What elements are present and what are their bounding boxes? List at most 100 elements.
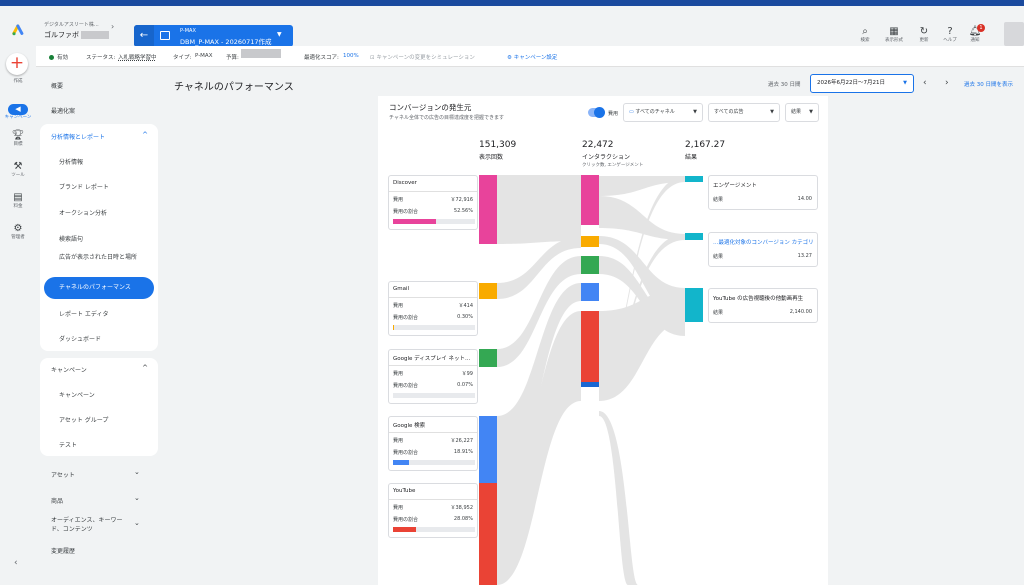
impressions-node [479, 483, 497, 585]
nav-search-terms[interactable]: 検索語句 [59, 236, 84, 243]
google-ads-logo[interactable] [12, 23, 26, 37]
view-button[interactable]: ▦ 表示形式 [881, 26, 907, 43]
prev-period-button[interactable]: ‹ [923, 78, 927, 88]
tools-icon: ⚒ [13, 161, 23, 172]
nav-channel-performance[interactable]: チャネルのパフォーマンス [44, 277, 154, 299]
bell-icon: 🔔︎ [968, 26, 982, 37]
nav-products[interactable]: 商品 [51, 498, 64, 505]
account-name[interactable]: ゴルファボ [44, 30, 109, 40]
campaign-name: DBM_P-MAX - 20260717作成 [180, 38, 272, 46]
share-bar-fill [393, 460, 409, 465]
card-subtitle: チャネル全体での広告の目標達成度を把握できます [389, 115, 504, 121]
pmax-icon [160, 31, 170, 40]
caret-down-icon: ▼ [809, 109, 813, 115]
period-label: 過去 30 日間 [768, 82, 801, 88]
notification-badge: 1 [977, 24, 985, 32]
nav-asset-groups[interactable]: アセット グループ [59, 417, 109, 424]
source-card-display[interactable]: Google ディスプレイ ネット... 費用 ￥99 費用の割合 0.07% [388, 349, 478, 404]
status-bar: 有効 ステータス: 入札戦略学習中 タイプ: P-MAX 予算: 最適化スコア:… [36, 46, 1024, 67]
back-arrow-icon[interactable]: ← [134, 25, 154, 47]
results-label: 結果 [685, 154, 698, 161]
source-card-youtube[interactable]: YouTube 費用 ￥38,952 費用の割合 28.08% [388, 483, 478, 538]
next-period-button[interactable]: › [945, 78, 949, 88]
rail-item-admin[interactable]: ⚙ 管理者 [0, 223, 36, 241]
nav-change-history[interactable]: 変更履歴 [51, 548, 76, 555]
caret-down-icon: ▼ [770, 109, 774, 115]
view-icon: ▦ [889, 26, 899, 37]
campaign-selector[interactable]: ← P-MAX DBM_P-MAX - 20260717作成 ▼ [134, 25, 293, 47]
nav-campaigns[interactable]: キャンペーン [59, 392, 95, 399]
rail-item-campaigns[interactable]: ◀ キャンペーン [4, 104, 32, 120]
rail-item-goals[interactable]: 🏆︎ 目標 [0, 130, 36, 148]
chevron-down-icon[interactable]: ⌄ [134, 468, 140, 476]
refresh-icon: ↻ [919, 26, 929, 37]
admin-icon: ⚙ [13, 223, 23, 234]
refresh-button[interactable]: ↻ 更新 [911, 26, 937, 43]
results-dropdown[interactable]: 結果 ▼ [785, 103, 819, 122]
goal-icon: 🏆︎ [11, 130, 25, 141]
header: デジタルアスリート株... › ゴルファボ ← P-MAX DBM_P-MAX … [0, 6, 1024, 47]
avatar[interactable] [1004, 22, 1024, 46]
chevron-up-icon[interactable]: ^ [142, 131, 148, 139]
status-text[interactable]: 入札戦略学習中 [118, 55, 157, 61]
breadcrumb[interactable]: デジタルアスリート株... [44, 22, 99, 28]
nav-insights[interactable]: 分析情報 [59, 159, 84, 166]
campaign-type: P-MAX [180, 28, 196, 34]
chevron-down-icon[interactable]: ⌄ [134, 494, 140, 502]
status-label: ステータス: [86, 55, 116, 61]
nav-brand-report[interactable]: ブランド レポート [59, 184, 109, 191]
source-card-gmail[interactable]: Gmail 費用 ￥414 費用の割合 0.30% [388, 281, 478, 336]
collapse-icon[interactable]: ‹ [14, 558, 18, 568]
type-label: タイプ: [173, 55, 192, 61]
create-label: 作成 [13, 79, 23, 84]
nav-auction-insights[interactable]: オークション分析 [59, 210, 108, 217]
date-range-picker[interactable]: 2026年6月22日～7月21日 ▼ [810, 74, 914, 93]
cost-toggle[interactable] [588, 107, 605, 118]
help-button[interactable]: ? ヘルプ [937, 26, 963, 43]
nav-assets[interactable]: アセット [51, 472, 75, 479]
search-button[interactable]: ⌕ 検索 [852, 26, 878, 43]
status-enabled[interactable]: 有効 [49, 53, 68, 61]
share-bar [393, 460, 475, 465]
notifications-button[interactable]: 🔔︎ 1 通知 [962, 24, 988, 43]
rail-item-tools[interactable]: ⚒ ツール [0, 161, 36, 179]
simulate-link: ⊡ キャンペーンの変更をシミュレーション [370, 55, 475, 61]
interactions-node [581, 256, 599, 274]
campaign-settings-link[interactable]: ⚙ キャンペーン設定 [507, 55, 558, 61]
nav-recommendations[interactable]: 最適化案 [51, 108, 76, 115]
nav-audiences[interactable]: オーディエンス、キーワード、コンテンツ [51, 517, 123, 533]
show-30-days-link[interactable]: 過去 30 日間を表示 [964, 82, 1013, 88]
results-node [685, 233, 703, 240]
nav-experiments[interactable]: テスト [59, 442, 78, 449]
share-bar [393, 393, 475, 398]
rail-item-billing[interactable]: ▤ 料金 [0, 192, 36, 210]
budget-label: 予算: [226, 55, 239, 61]
interactions-node [581, 236, 599, 247]
chevron-down-icon[interactable]: ⌄ [134, 519, 140, 527]
result-card-conversion-category[interactable]: …最適化対象のコンバージョン カテゴリ 結果 13.27 [708, 232, 818, 267]
source-card-search[interactable]: Google 検索 費用 ￥26,227 費用の割合 18.91% [388, 416, 478, 471]
impressions-node [479, 283, 497, 299]
monitor-icon: ▭ [629, 109, 636, 115]
source-card-discover[interactable]: Discover 費用 ￥72,916 費用の割合 52.56% [388, 175, 478, 230]
create-button[interactable]: + [6, 53, 28, 75]
ads-filter-dropdown[interactable]: すべての広告 ▼ [708, 103, 780, 122]
share-bar [393, 219, 475, 224]
campaign-title[interactable]: キャンペーン [51, 367, 87, 374]
channel-filter-dropdown[interactable]: ▭ すべてのチャネル ▼ [623, 103, 703, 122]
card-title: コンバージョンの発生元 [389, 103, 472, 112]
share-bar-fill [393, 527, 417, 532]
impressions-node [479, 175, 497, 244]
analytics-title[interactable]: 分析情報とレポート [51, 134, 106, 141]
nav-report-editor[interactable]: レポート エディタ [59, 311, 109, 318]
opt-score-value[interactable]: 100% [343, 53, 359, 59]
nav-overview[interactable]: 概要 [51, 83, 64, 90]
nav-dashboards[interactable]: ダッシュボード [59, 336, 102, 343]
nav-when-where[interactable]: 広告が表示された日時と場所 [59, 254, 138, 261]
result-card-youtube-views[interactable]: YouTube の広告視聴後の他動画再生 結果 2,140.00 [708, 288, 818, 323]
result-card-engagement[interactable]: エンゲージメント 結果 14.00 [708, 175, 818, 210]
type-value: P-MAX [195, 53, 213, 59]
impressions-total: 151,309 [479, 140, 517, 150]
chevron-right-icon: › [111, 22, 115, 31]
chevron-up-icon[interactable]: ^ [142, 364, 148, 372]
